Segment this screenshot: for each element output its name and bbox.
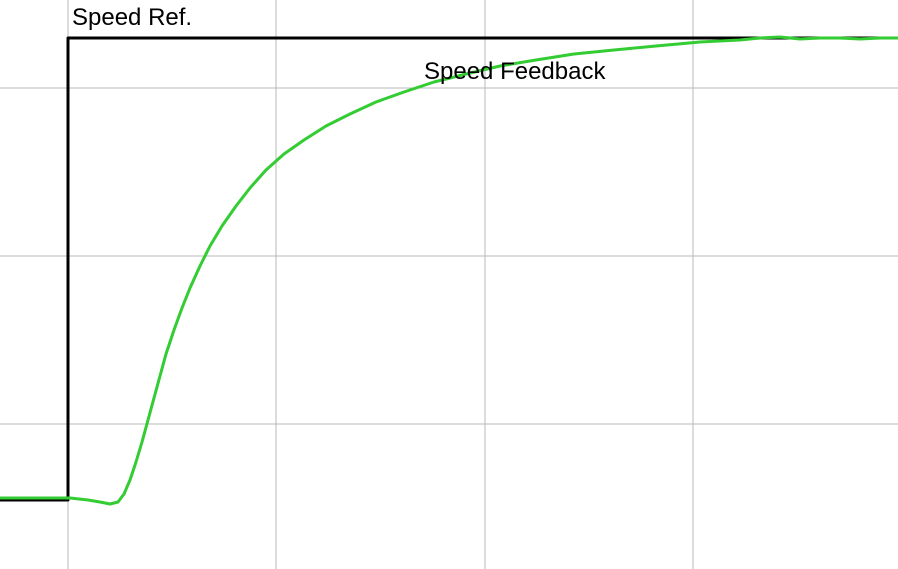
plot-area <box>0 37 898 504</box>
chart-svg <box>0 0 898 569</box>
step-response-chart: Speed Ref. Speed Feedback <box>0 0 898 569</box>
speed-ref-line <box>0 38 898 500</box>
speed-feedback-line <box>0 37 898 504</box>
grid <box>0 0 898 569</box>
